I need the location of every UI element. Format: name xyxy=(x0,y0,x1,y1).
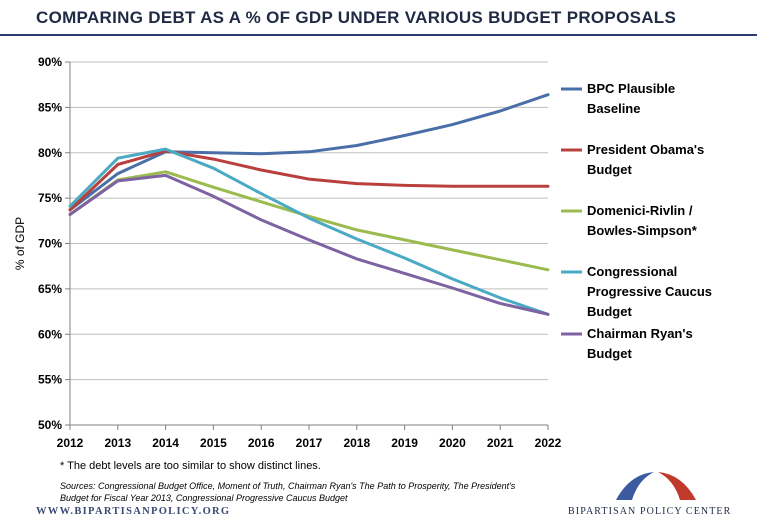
legend-label: Budget xyxy=(587,162,632,177)
x-tick-label: 2019 xyxy=(391,436,418,450)
y-tick-label: 50% xyxy=(38,418,62,432)
legend-label: Budget xyxy=(587,304,632,319)
y-tick-label: 60% xyxy=(38,327,62,341)
series-line-4 xyxy=(68,147,550,316)
x-tick-label: 2014 xyxy=(152,436,179,450)
x-tick-label: 2013 xyxy=(104,436,131,450)
series-line-5 xyxy=(68,173,550,316)
series-line-1 xyxy=(68,93,550,212)
line-chart: 50% 55% 60% 65% 70% 75% 80% 85% 90% 2012 2013 2014 2… xyxy=(13,55,712,450)
chart-title: COMPARING DEBT AS A % OF GDP UNDER VARIO… xyxy=(36,8,677,27)
title-divider xyxy=(0,34,757,36)
axes: 50% 55% 60% 65% 70% 75% 80% 85% 90% 2012 2013 2014 2… xyxy=(38,55,562,450)
legend-label: Domenici-Rivlin / xyxy=(587,203,693,218)
series-lines xyxy=(68,93,550,316)
x-tick-label: 2017 xyxy=(296,436,323,450)
x-tick-label: 2016 xyxy=(248,436,275,450)
x-tick-label: 2018 xyxy=(343,436,370,450)
gridlines xyxy=(70,61,548,381)
legend-label: Budget xyxy=(587,346,632,361)
legend-label: Bowles-Simpson* xyxy=(587,223,698,238)
organization-name: BIPARTISAN POLICY CENTER xyxy=(568,506,732,517)
y-tick-label: 90% xyxy=(38,55,62,69)
y-tick-label: 85% xyxy=(38,100,62,114)
bipartisan-policy-center-logo-icon xyxy=(616,472,696,500)
legend-label: Chairman Ryan's xyxy=(587,326,693,341)
legend-label: Baseline xyxy=(587,101,640,116)
legend-label: Congressional xyxy=(587,264,677,279)
legend-label: President Obama's xyxy=(587,142,704,157)
y-tick-label: 55% xyxy=(38,373,62,387)
y-tick-label: 80% xyxy=(38,146,62,160)
x-tick-label: 2012 xyxy=(57,436,84,450)
x-tick-label: 2022 xyxy=(535,436,562,450)
y-axis-title: % of GDP xyxy=(13,217,27,270)
series-line-3 xyxy=(68,170,550,272)
footnote: * The debt levels are too similar to sho… xyxy=(60,460,321,472)
website-link[interactable]: WWW.BIPARTISANPOLICY.ORG xyxy=(36,506,231,517)
legend: BPC Plausible Baseline President Obama's Bu… xyxy=(561,81,712,361)
x-tick-label: 2020 xyxy=(439,436,466,450)
legend-label: Progressive Caucus xyxy=(587,284,712,299)
x-tick-label: 2021 xyxy=(487,436,514,450)
y-tick-label: 75% xyxy=(38,191,62,205)
y-tick-label: 65% xyxy=(38,282,62,296)
sources-note: Sources: Congressional Budget Office, Mo… xyxy=(60,481,516,503)
series-line-2 xyxy=(68,149,550,212)
x-tick-label: 2015 xyxy=(200,436,227,450)
y-tick-label: 70% xyxy=(38,237,62,251)
legend-label: BPC Plausible xyxy=(587,81,675,96)
